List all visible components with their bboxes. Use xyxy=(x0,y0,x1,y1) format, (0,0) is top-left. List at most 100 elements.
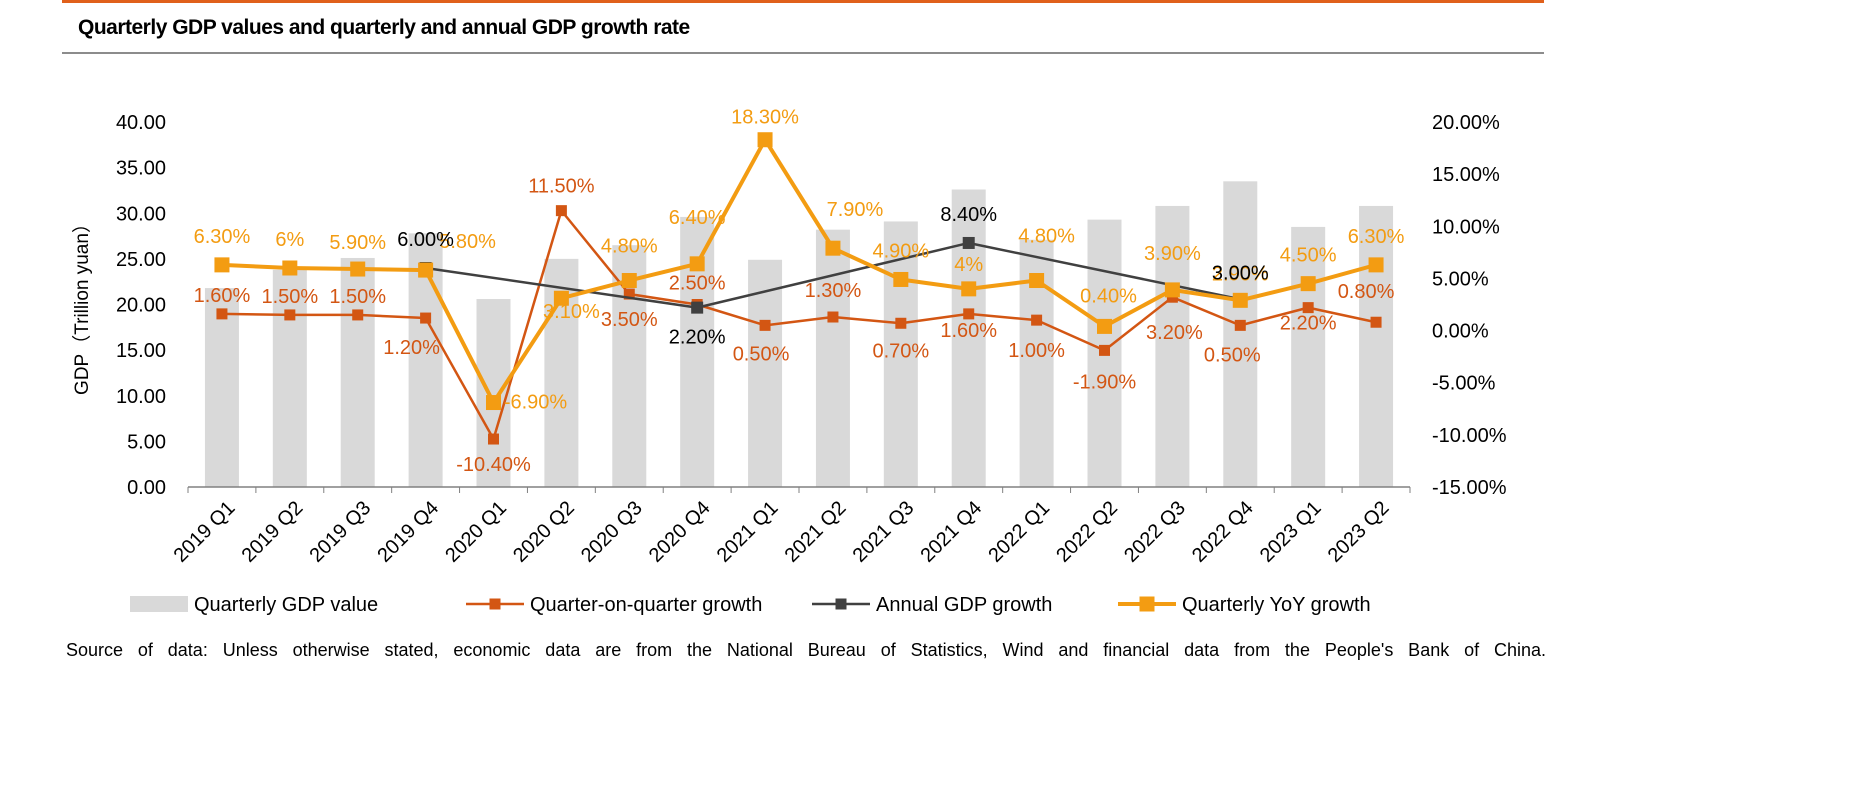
yoy-growth-line xyxy=(221,137,1377,405)
qoq-data-label: 1.60% xyxy=(940,320,997,342)
yoy-data-label: 5.80% xyxy=(439,231,496,253)
qoq-growth-marker xyxy=(1099,344,1110,356)
qoq-data-label: 1.60% xyxy=(194,285,251,307)
qoq-data-label: 0.80% xyxy=(1338,281,1395,303)
qoq-growth-marker xyxy=(352,309,364,321)
left-axis-tick-label: 20.00 xyxy=(116,295,166,317)
qoq-data-label: 1.50% xyxy=(261,286,318,308)
yoy-data-label: 6.30% xyxy=(1348,226,1405,248)
yoy-data-label: 5.90% xyxy=(329,232,386,254)
qoq-data-label: 3.50% xyxy=(601,309,658,331)
qoq-data-label: 2.50% xyxy=(669,273,726,295)
qoq-growth-marker xyxy=(963,308,975,320)
yoy-growth-marker xyxy=(893,271,909,287)
qoq-data-label: 0.70% xyxy=(872,340,929,362)
qoq-growth-marker xyxy=(1234,319,1246,331)
yoy-data-label: 4.80% xyxy=(601,236,658,258)
gdp-bar xyxy=(340,257,375,487)
annual-growth-marker xyxy=(962,236,975,249)
qoq-growth-marker xyxy=(420,312,432,324)
qoq-data-label: 2.20% xyxy=(1280,313,1337,335)
yoy-data-label: 6.30% xyxy=(194,226,251,248)
yoy-growth-marker xyxy=(1029,273,1045,289)
left-axis-tick-label: 15.00 xyxy=(116,340,166,362)
yoy-growth-marker xyxy=(486,395,501,411)
qoq-data-label: -10.40% xyxy=(456,454,531,476)
right-axis-tick-label: -10.00% xyxy=(1432,425,1507,447)
gdp-bar xyxy=(272,269,307,487)
left-axis-tick-label: 40.00 xyxy=(116,112,166,134)
qoq-growth-marker xyxy=(1031,314,1043,326)
x-axis-category-label: 2019 Q3 xyxy=(305,497,375,567)
legend-label: Quarter-on-quarter growth xyxy=(530,594,762,616)
left-axis-tick-label: 25.00 xyxy=(116,249,166,271)
x-axis-category-label: 2023 Q1 xyxy=(1256,497,1326,567)
yoy-growth-marker xyxy=(825,240,841,256)
yoy-growth-marker xyxy=(1097,318,1112,334)
gdp-bar xyxy=(815,229,850,488)
qoq-data-label: 0.50% xyxy=(1204,344,1261,366)
left-axis-title: GDP（Trillion yuan） xyxy=(71,214,93,395)
qoq-data-label: 1.00% xyxy=(1008,340,1065,362)
yoy-data-label: 4.50% xyxy=(1280,245,1337,267)
yoy-growth-marker xyxy=(214,257,230,273)
chart-title: Quarterly GDP values and quarterly and a… xyxy=(78,16,690,39)
annual-growth-line xyxy=(425,241,1241,309)
yoy-growth-marker xyxy=(1300,276,1316,292)
yoy-data-label: 6% xyxy=(275,229,304,251)
yoy-growth-marker xyxy=(418,262,434,278)
legend-label: Annual GDP growth xyxy=(876,594,1052,616)
yoy-growth-marker xyxy=(1368,257,1384,273)
legend-label: Quarterly GDP value xyxy=(194,594,378,616)
qoq-data-label: 11.50% xyxy=(528,176,595,198)
gdp-bar xyxy=(204,288,239,487)
left-axis-tick-label: 5.00 xyxy=(127,431,166,453)
yoy-data-label: 7.90% xyxy=(827,199,884,221)
x-axis-category-label: 2019 Q4 xyxy=(373,497,443,567)
qoq-growth-marker xyxy=(284,309,296,321)
legend-swatch-marker xyxy=(835,598,847,610)
left-axis-tick-label: 0.00 xyxy=(127,477,166,499)
x-axis-category-label: 2021 Q2 xyxy=(781,497,851,567)
yoy-growth-marker xyxy=(689,256,705,272)
yoy-growth-marker xyxy=(961,281,977,297)
right-axis-tick-label: 15.00% xyxy=(1432,164,1500,186)
legend-label: Quarterly YoY growth xyxy=(1182,594,1371,616)
left-axis-tick-label: 10.00 xyxy=(116,386,166,408)
yoy-data-label: 2.90% xyxy=(1212,263,1269,285)
x-axis-category-label: 2022 Q1 xyxy=(984,497,1054,567)
yoy-data-label: -6.90% xyxy=(504,392,568,414)
yoy-data-label: 4.80% xyxy=(1018,226,1075,248)
source-note: Source of data: Unless otherwise stated,… xyxy=(66,640,1546,660)
qoq-growth-marker xyxy=(895,317,907,329)
yoy-data-label: 0.40% xyxy=(1080,285,1137,307)
gdp-bar xyxy=(1359,205,1394,487)
yoy-growth-marker xyxy=(1232,292,1248,308)
annual-data-label: 6.00% xyxy=(397,229,454,251)
qoq-growth-marker xyxy=(216,308,228,320)
yoy-data-label: 6.40% xyxy=(669,207,726,229)
x-axis-category-label: 2023 Q2 xyxy=(1324,497,1394,567)
qoq-data-label: 1.20% xyxy=(383,337,440,359)
qoq-growth-marker xyxy=(488,433,499,445)
right-axis-tick-label: 10.00% xyxy=(1432,216,1500,238)
x-axis-category-label: 2022 Q3 xyxy=(1120,497,1190,567)
gdp-bar xyxy=(883,221,918,487)
left-axis-tick-label: 35.00 xyxy=(116,158,166,180)
x-axis-category-label: 2021 Q3 xyxy=(849,497,919,567)
yoy-data-label: 4.90% xyxy=(872,240,929,262)
x-axis-category-label: 2021 Q4 xyxy=(916,497,986,567)
gdp-bar xyxy=(1155,205,1190,487)
x-axis-category-label: 2019 Q1 xyxy=(170,497,240,567)
right-axis-tick-label: 20.00% xyxy=(1432,112,1500,134)
x-axis-category-label: 2020 Q3 xyxy=(577,497,647,567)
right-axis-tick-label: 0.00% xyxy=(1432,321,1489,343)
x-axis-category-label: 2020 Q4 xyxy=(645,497,715,567)
qoq-data-label: -1.90% xyxy=(1073,371,1137,393)
qoq-data-label: 1.50% xyxy=(329,286,386,308)
gdp-bar xyxy=(1291,226,1326,487)
gdp-bar xyxy=(476,299,511,487)
annual-data-label: 8.40% xyxy=(940,204,997,226)
x-axis-category-label: 2020 Q2 xyxy=(509,497,579,567)
x-axis-category-label: 2021 Q1 xyxy=(713,497,783,567)
